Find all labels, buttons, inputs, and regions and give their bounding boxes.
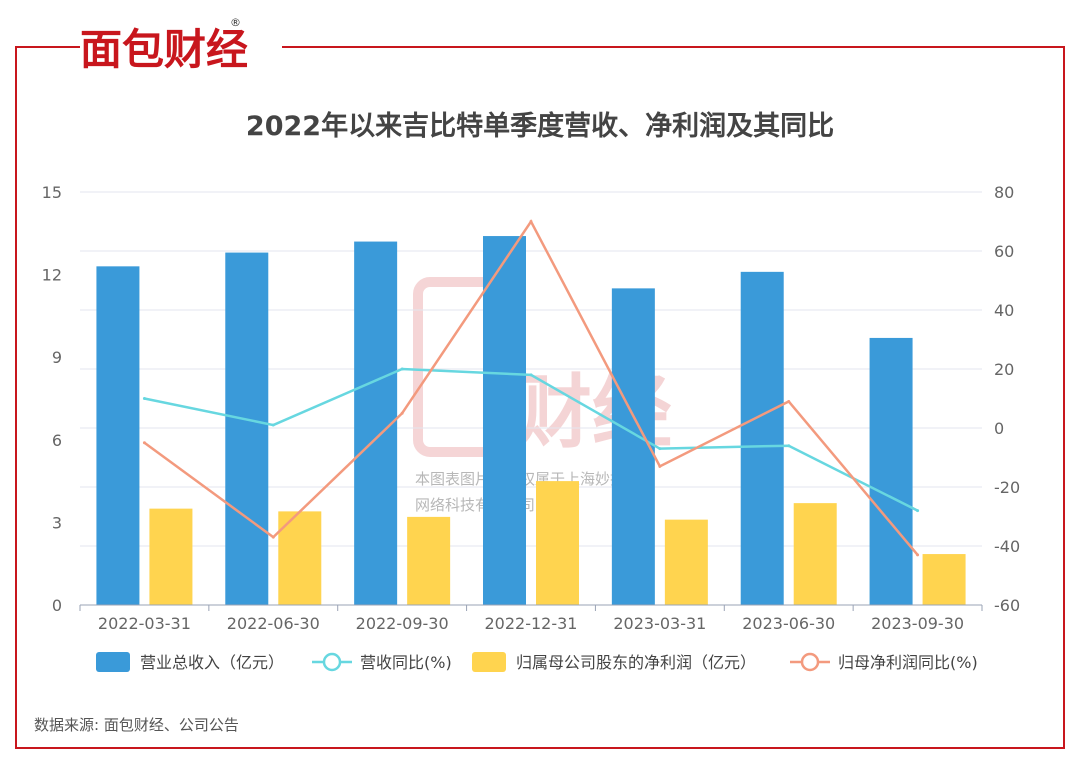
point-net-profit-yoy — [916, 553, 920, 557]
x-tick-label: 2023-03-31 — [613, 614, 706, 633]
legend-swatch — [96, 652, 130, 672]
data-source: 数据来源: 面包财经、公司公告 — [34, 716, 239, 734]
y-right-tick-label: 0 — [994, 419, 1004, 438]
y-right-tick-label: -20 — [994, 478, 1020, 497]
x-tick-label: 2022-03-31 — [98, 614, 191, 633]
y-axis-right: -60 -40 -20 0 20 40 60 80 — [994, 183, 1020, 615]
legend-swatch-marker — [322, 652, 342, 672]
x-tick-label: 2022-12-31 — [485, 614, 578, 633]
x-tick-label: 2023-06-30 — [742, 614, 835, 633]
y-right-tick-label: -40 — [994, 537, 1020, 556]
x-axis: 2022-03-31 2022-06-30 2022-09-30 2022-12-31… — [79, 604, 983, 633]
legend-label: 归母净利润同比(%) — [838, 653, 978, 672]
point-net-profit-yoy — [787, 399, 791, 403]
y-right-tick-label: 20 — [994, 360, 1014, 379]
brand-logo: 面包财经 ® — [80, 16, 248, 74]
bar-net-profit — [407, 516, 451, 605]
point-revenue-yoy — [400, 367, 404, 371]
point-revenue-yoy — [787, 444, 791, 448]
legend-label: 营业总收入（亿元） — [140, 653, 284, 672]
bar-revenue — [740, 271, 784, 605]
bar-revenue — [611, 288, 655, 605]
y-right-tick-label: 60 — [994, 242, 1014, 261]
legend: 营业总收入（亿元） 营收同比(%) 归属母公司股东的净利润（亿元） 归母净利润同比(%… — [96, 652, 978, 672]
point-net-profit-yoy — [529, 220, 533, 223]
x-tick-label: 2023-09-30 — [871, 614, 964, 633]
legend-swatch-marker — [800, 652, 820, 672]
legend-label: 归属母公司股东的净利润（亿元） — [516, 653, 756, 672]
point-revenue-yoy — [271, 423, 275, 427]
point-net-profit-yoy — [400, 411, 404, 415]
bar-revenue — [869, 337, 913, 605]
y-left-tick-label: 15 — [42, 183, 62, 202]
bar-net-profit — [149, 508, 193, 605]
point-revenue-yoy — [529, 373, 533, 377]
y-left-tick-label: 12 — [42, 266, 62, 285]
chart-title: 2022年以来吉比特单季度营收、净利润及其同比 — [246, 110, 834, 142]
registered-mark: ® — [230, 16, 241, 29]
bars — [96, 236, 966, 605]
legend-swatch — [472, 652, 506, 672]
y-axis-left: 0 3 6 9 12 15 — [42, 183, 62, 615]
y-right-tick-label: 40 — [994, 301, 1014, 320]
y-right-tick-label: 80 — [994, 183, 1014, 202]
bar-net-profit — [793, 503, 837, 605]
bar-net-profit — [922, 554, 966, 605]
x-tick-label: 2022-06-30 — [227, 614, 320, 633]
point-revenue-yoy — [658, 447, 662, 451]
brand-logo-text: 面包财经 — [80, 25, 248, 74]
bar-net-profit — [664, 519, 708, 605]
point-revenue-yoy — [916, 509, 920, 513]
point-net-profit-yoy — [271, 535, 275, 539]
bar-net-profit — [536, 481, 579, 605]
legend-label: 营收同比(%) — [360, 653, 452, 672]
bar-revenue — [225, 252, 269, 605]
x-tick-label: 2022-09-30 — [356, 614, 449, 633]
point-revenue-yoy — [142, 397, 146, 400]
point-net-profit-yoy — [658, 464, 662, 468]
y-left-tick-label: 6 — [52, 431, 62, 450]
lines — [142, 219, 920, 557]
y-left-tick-label: 0 — [52, 596, 62, 615]
y-left-tick-label: 9 — [52, 348, 62, 367]
bar-revenue — [96, 266, 140, 605]
y-left-tick-label: 3 — [52, 513, 62, 532]
point-net-profit-yoy — [142, 441, 146, 445]
bar-revenue — [483, 236, 526, 605]
frame-border — [15, 46, 1065, 749]
y-right-tick-label: -60 — [994, 596, 1020, 615]
